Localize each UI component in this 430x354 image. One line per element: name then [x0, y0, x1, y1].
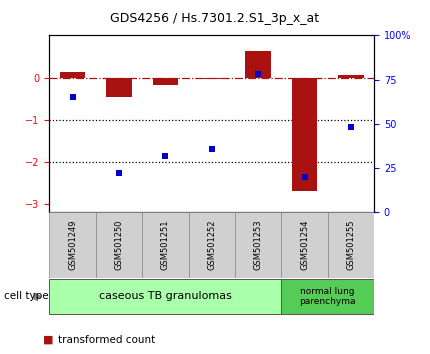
- Bar: [153, 78, 178, 85]
- Bar: [142, 212, 189, 278]
- Bar: [235, 212, 281, 278]
- Text: GDS4256 / Hs.7301.2.S1_3p_x_at: GDS4256 / Hs.7301.2.S1_3p_x_at: [111, 12, 319, 25]
- Bar: [281, 212, 328, 278]
- Text: GSM501254: GSM501254: [300, 220, 309, 270]
- Bar: [281, 279, 374, 314]
- Text: caseous TB granulomas: caseous TB granulomas: [99, 291, 232, 302]
- Text: GSM501250: GSM501250: [114, 220, 123, 270]
- Bar: [292, 78, 317, 191]
- Text: ■: ■: [43, 335, 53, 345]
- Bar: [49, 212, 96, 278]
- Text: GSM501251: GSM501251: [161, 220, 170, 270]
- Bar: [49, 279, 281, 314]
- Bar: [60, 73, 86, 78]
- Bar: [328, 212, 374, 278]
- Bar: [199, 78, 224, 79]
- Bar: [338, 75, 364, 78]
- Text: GSM501253: GSM501253: [254, 220, 263, 270]
- Text: GSM501255: GSM501255: [347, 220, 356, 270]
- Bar: [246, 51, 271, 78]
- Text: normal lung
parenchyma: normal lung parenchyma: [299, 287, 356, 306]
- Text: GSM501249: GSM501249: [68, 220, 77, 270]
- Bar: [106, 78, 132, 97]
- Bar: [189, 212, 235, 278]
- Bar: [96, 212, 142, 278]
- Text: cell type: cell type: [4, 291, 49, 302]
- Text: transformed count: transformed count: [58, 335, 155, 345]
- Text: GSM501252: GSM501252: [207, 220, 216, 270]
